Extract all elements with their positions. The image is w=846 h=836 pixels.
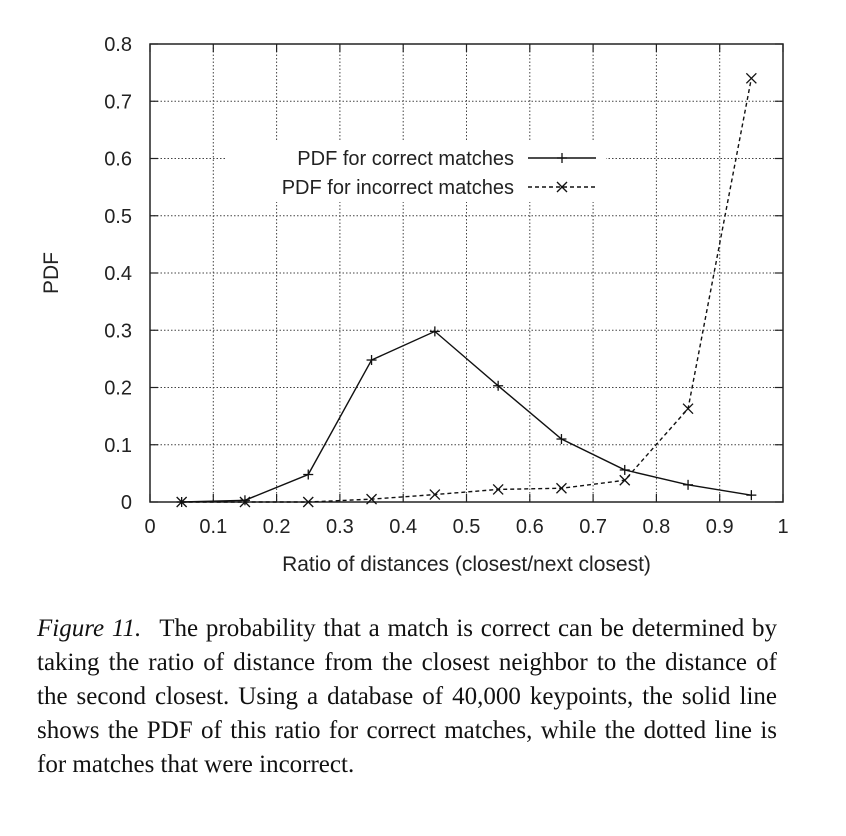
- marker-stroke: [239, 496, 251, 508]
- data-point-incorrect: [429, 489, 441, 501]
- axis-ticks: 0 0.1 0.2 0.3 0.4 0.5 0.6 0.7 0.8 0.9 1 0 0.1 0.2 0.3 0…: [104, 34, 788, 538]
- legend-label-incorrect: PDF for incorrect matches: [282, 177, 514, 199]
- data-point-correct: [556, 434, 567, 445]
- data-point-correct: [239, 495, 250, 506]
- y-tick-label: 0.4: [104, 263, 132, 285]
- x-tick-label: 0.1: [199, 516, 227, 538]
- marker-stroke: [366, 493, 378, 505]
- x-tick-label: 0.6: [516, 516, 544, 538]
- marker-stroke: [555, 482, 567, 494]
- data-point-incorrect: [619, 474, 631, 486]
- marker-stroke: [556, 181, 568, 193]
- legend-sample-marker-incorrect: [556, 181, 568, 193]
- figure-caption: Figure 11. The probability that a match i…: [37, 612, 777, 782]
- y-tick-label: 0.7: [104, 91, 132, 113]
- marker-stroke: [492, 483, 504, 495]
- series-layer: [176, 72, 757, 508]
- x-tick-label: 0: [144, 516, 155, 538]
- y-axis-title: PDF: [40, 252, 63, 294]
- data-point-correct: [366, 355, 377, 366]
- grid-lines: [150, 44, 783, 502]
- x-tick-label: 0.9: [706, 516, 734, 538]
- x-tick-label: 0.3: [326, 516, 354, 538]
- data-point-incorrect: [555, 482, 567, 494]
- marker-stroke: [619, 474, 631, 486]
- data-point-incorrect: [302, 496, 314, 508]
- data-point-incorrect: [682, 403, 694, 415]
- data-point-incorrect: [239, 496, 251, 508]
- y-tick-label: 0.6: [104, 149, 132, 171]
- series-line-incorrect: [181, 78, 753, 503]
- y-tick-label: 0.3: [104, 320, 132, 342]
- data-point-incorrect: [176, 496, 188, 508]
- legend-samples: [528, 153, 596, 193]
- figure-caption-text: The probability that a match is correct …: [37, 615, 777, 778]
- figure-label: Figure 11.: [37, 615, 142, 642]
- series-line-correct: [181, 330, 752, 503]
- marker-stroke: [682, 403, 694, 415]
- legend-background: [226, 142, 606, 202]
- data-point-incorrect: [745, 72, 757, 84]
- data-point-correct: [746, 490, 757, 501]
- y-tick-label: 0.2: [104, 378, 132, 400]
- x-tick-label: 0.7: [579, 516, 607, 538]
- marker-stroke: [302, 496, 314, 508]
- legend: PDF for correct matches PDF for incorrec…: [226, 142, 606, 202]
- marker-stroke: [176, 496, 188, 508]
- y-tick-label: 0.5: [104, 206, 132, 228]
- x-tick-label: 1: [777, 516, 788, 538]
- x-tick-label: 0.8: [642, 516, 670, 538]
- x-axis-title: Ratio of distances (closest/next closest…: [282, 553, 651, 576]
- data-point-correct: [303, 469, 314, 480]
- x-tick-label: 0.4: [389, 516, 417, 538]
- x-tick-label: 0.2: [263, 516, 291, 538]
- x-tick-label: 0.5: [453, 516, 481, 538]
- pdf-chart: 0 0.1 0.2 0.3 0.4 0.5 0.6 0.7 0.8 0.9 1 0 0.1 0.2 0.3 0…: [40, 34, 789, 576]
- y-tick-label: 0.8: [104, 34, 132, 56]
- data-point-incorrect: [366, 493, 378, 505]
- data-point-correct: [429, 326, 440, 337]
- y-tick-label: 0.1: [104, 435, 132, 457]
- marker-stroke: [745, 72, 757, 84]
- data-point-correct: [683, 479, 694, 490]
- y-tick-label: 0: [121, 492, 132, 514]
- legend-label-correct: PDF for correct matches: [297, 148, 514, 170]
- data-point-incorrect: [492, 483, 504, 495]
- legend-sample-marker-correct: [557, 153, 567, 163]
- data-point-correct: [619, 464, 630, 475]
- marker-stroke: [429, 489, 441, 501]
- data-point-correct: [493, 380, 504, 391]
